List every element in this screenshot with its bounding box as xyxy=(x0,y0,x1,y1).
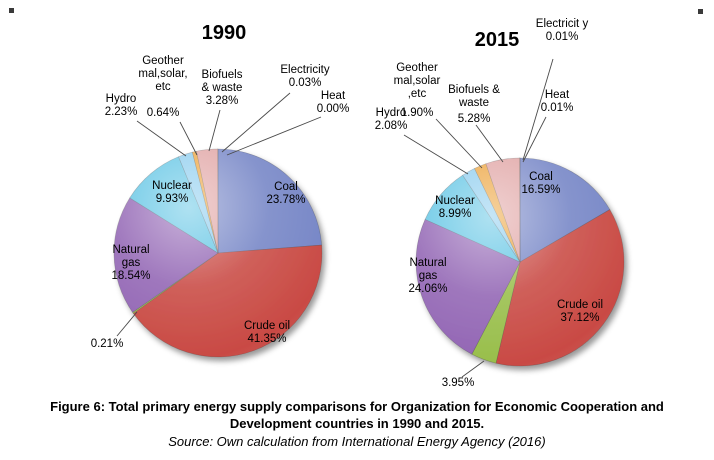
label-pct: 9.93% xyxy=(155,193,189,205)
pie2015-label-crude-oil: Crude oil 37.12% xyxy=(545,299,615,325)
pie2015-label-hydro: Hydro 2.08% xyxy=(368,107,414,133)
pie2015-label-other: 3.95% xyxy=(433,377,483,390)
pie1990-label-nuclear: Nuclear 9.93% xyxy=(142,180,202,206)
label-name: Crude oil xyxy=(556,299,604,311)
label-pct: 5.28% xyxy=(457,113,491,125)
label-pct: 1.90% xyxy=(400,107,434,119)
label-name: Heat xyxy=(320,90,346,102)
pie-1990 xyxy=(113,148,323,358)
label-name: Biofuels & waste xyxy=(201,69,243,94)
pie1990-label-biofuels: Biofuels & waste 3.28% xyxy=(197,69,247,108)
pie1990-label-natural-gas: Natural gas 18.54% xyxy=(106,244,156,283)
label-leader-line xyxy=(221,92,291,153)
label-pct: 0.21% xyxy=(90,338,124,350)
label-pct: 2.08% xyxy=(374,120,408,132)
pie1990-label-heat: Heat 0.00% xyxy=(311,90,355,116)
label-leader-line xyxy=(461,360,485,378)
label-pct: 23.78% xyxy=(266,194,306,206)
pie2015-label-coal: Coal 16.59% xyxy=(511,171,571,197)
label-pct: 41.35% xyxy=(247,333,287,345)
pie2015-label-heat: Heat 0.01% xyxy=(535,89,579,115)
label-name: Natural gas xyxy=(112,244,150,269)
pie1990-label-electricity: Electricity 0.03% xyxy=(273,64,337,90)
label-name: Biofuels & waste xyxy=(448,84,500,109)
label-name: Coal xyxy=(274,181,298,193)
label-pct: 0.01% xyxy=(540,102,574,114)
label-pct: 8.99% xyxy=(438,208,472,220)
label-leader-line xyxy=(136,120,187,157)
label-pct: 0.03% xyxy=(288,77,322,89)
label-name: Hydro xyxy=(105,93,137,105)
pie-bevel-overlay xyxy=(416,158,624,366)
label-name: Crude oil xyxy=(243,320,291,332)
label-name: Heat xyxy=(544,89,570,101)
label-pct: 0.64% xyxy=(146,107,180,119)
label-name: Geother mal,solar, etc xyxy=(138,55,188,93)
label-name: Nuclear xyxy=(435,195,475,207)
label-leader-line xyxy=(522,58,554,161)
label-leader-line xyxy=(226,116,322,156)
label-name: Electricit y xyxy=(535,18,589,30)
label-pct: 18.54% xyxy=(111,270,151,282)
pie2015-label-geothermal: Geother mal,solar ,etc 1.90% xyxy=(388,62,446,120)
label-leader-line xyxy=(403,134,469,175)
label-name: Geother mal,solar ,etc xyxy=(393,62,441,100)
label-name: Natural gas xyxy=(409,257,447,282)
pie-bevel-overlay xyxy=(114,149,322,357)
label-leader-line xyxy=(208,109,221,152)
figure-caption: Figure 6: Total primary energy supply co… xyxy=(50,399,664,431)
label-leader-line xyxy=(522,116,547,163)
label-leader-line xyxy=(116,311,138,337)
pie2015-label-natural-gas: Natural gas 24.06% xyxy=(403,257,453,296)
label-pct: 37.12% xyxy=(560,312,600,324)
label-pct: 16.59% xyxy=(521,184,561,196)
figure-source: Source: Own calculation from Internation… xyxy=(168,434,546,449)
pie2015-label-electricity: Electricit y 0.01% xyxy=(534,18,590,44)
chart-title-1990: 1990 xyxy=(201,22,247,44)
label-pct: 0.00% xyxy=(316,103,350,115)
label-name: Coal xyxy=(529,171,553,183)
corner-artifact-left xyxy=(9,8,14,13)
pie1990-label-hydro: Hydro 2.23% xyxy=(98,93,144,119)
label-pct: 2.23% xyxy=(104,106,138,118)
label-leader-line xyxy=(435,118,483,169)
label-name: Electricity xyxy=(280,64,330,76)
label-pct: 3.28% xyxy=(205,95,239,107)
pie1990-label-geothermal: Geother mal,solar, etc 0.64% xyxy=(134,55,192,120)
label-name: Hydro xyxy=(375,107,407,119)
pie-2015 xyxy=(415,157,625,367)
chart-title-2015: 2015 xyxy=(474,29,520,51)
label-name: Nuclear xyxy=(152,180,192,192)
corner-artifact-right xyxy=(698,9,703,14)
label-leader-line xyxy=(475,124,504,163)
label-pct: 3.95% xyxy=(441,377,475,389)
pie2015-label-nuclear: Nuclear 8.99% xyxy=(425,195,485,221)
label-pct: 24.06% xyxy=(408,283,448,295)
pie1990-label-other: 0.21% xyxy=(82,338,132,351)
pie1990-label-crude-oil: Crude oil 41.35% xyxy=(232,320,302,346)
label-pct: 0.01% xyxy=(545,31,579,43)
label-leader-line xyxy=(179,121,198,156)
pie1990-label-coal: Coal 23.78% xyxy=(256,181,316,207)
pie2015-label-biofuels: Biofuels & waste 5.28% xyxy=(448,84,500,126)
